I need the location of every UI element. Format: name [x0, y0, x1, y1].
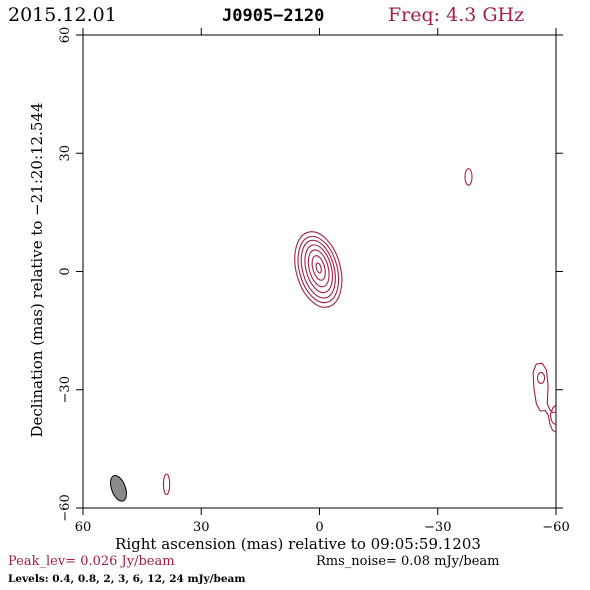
component-contour [162, 473, 171, 496]
x-tick-label: 30 [193, 520, 210, 535]
x-axis-label: Right ascension (mas) relative to 09:05:… [115, 535, 481, 553]
y-tick-label: 0 [58, 267, 73, 275]
core-contour [304, 244, 333, 294]
x-tick-label: 60 [75, 520, 92, 535]
contour-levels: Levels: 0.4, 0.8, 2, 3, 6, 12, 24 mJy/be… [8, 573, 246, 585]
x-tick-label: −30 [424, 520, 451, 535]
contour-layer [162, 168, 557, 496]
y-tick-label: 30 [58, 145, 73, 162]
axis-ticks [76, 28, 563, 515]
epoch-date: 2015.12.01 [8, 4, 117, 26]
core-contour [311, 255, 326, 281]
beam-layer [110, 474, 127, 502]
edge-contour [549, 404, 557, 426]
edge-contour [532, 362, 557, 414]
peak-level: Peak_lev= 0.026 Jy/beam [8, 554, 175, 569]
source-name: J0905−2120 [222, 6, 325, 26]
core-contour [315, 262, 322, 274]
core-contour [307, 249, 330, 288]
y-tick-label: −30 [58, 376, 73, 403]
y-tick-label: −60 [58, 494, 73, 521]
frequency-label: Freq: 4.3 GHz [388, 4, 525, 26]
core-contour [297, 235, 340, 304]
core-contour [300, 239, 336, 299]
y-axis-label: Declination (mas) relative to −21:20:12.… [28, 102, 46, 437]
beam-ellipse [110, 474, 127, 502]
y-tick-label: 60 [58, 27, 73, 44]
component-contour [536, 371, 546, 384]
tick-labels: 60 30 0 −30 −60 −60 −30 0 30 60 [58, 27, 570, 535]
component-contour [464, 168, 473, 186]
edge-contour [532, 371, 557, 433]
x-tick-label: 0 [315, 520, 323, 535]
rms-noise: Rms_noise= 0.08 mJy/beam [316, 554, 500, 569]
x-tick-label: −60 [542, 520, 569, 535]
core-contour [294, 231, 343, 308]
plot-frame [82, 34, 557, 509]
